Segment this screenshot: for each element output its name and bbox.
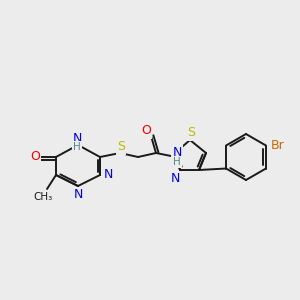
Text: S: S: [117, 140, 125, 154]
Text: H: H: [73, 142, 81, 152]
Text: Br: Br: [271, 139, 285, 152]
Text: N: N: [103, 169, 113, 182]
Text: N: N: [170, 172, 180, 184]
Text: CH₃: CH₃: [33, 192, 52, 202]
Text: H: H: [173, 157, 181, 167]
Text: N: N: [73, 188, 83, 202]
Text: O: O: [30, 151, 40, 164]
Text: N: N: [72, 131, 82, 145]
Text: O: O: [141, 124, 151, 137]
Text: N: N: [172, 146, 182, 158]
Text: S: S: [187, 127, 195, 140]
